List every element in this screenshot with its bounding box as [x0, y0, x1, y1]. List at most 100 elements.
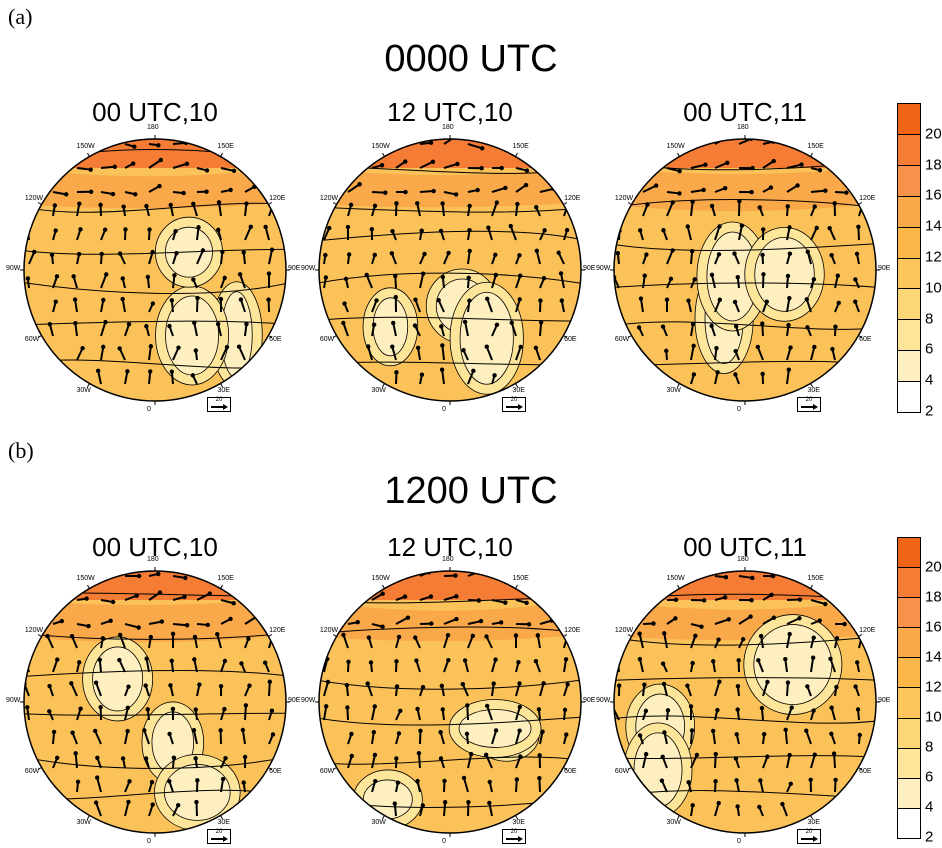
longitude-label: 60E	[269, 335, 282, 343]
longitude-label: 150W	[666, 574, 685, 582]
colorbar-tick-label: 8	[925, 310, 934, 328]
polar-map-svg	[20, 567, 290, 837]
longitude-label: 60W	[24, 335, 40, 343]
polar-map-svg	[610, 567, 880, 837]
polar-map-b2: 180 150E 120E 90E 60E 30E 0 30W 60W 90W 120W 150W	[301, 556, 595, 845]
longitude-label: 180	[147, 124, 159, 131]
longitude-label: 90W	[596, 697, 611, 704]
reference-vector-b3: 20	[797, 829, 821, 844]
longitude-label: 150E	[512, 574, 529, 582]
longitude-label: 120E	[564, 194, 581, 202]
longitude-label: 60E	[564, 767, 577, 775]
longitude-label: 150W	[76, 142, 95, 150]
reference-vector-b2: 20	[502, 829, 526, 844]
colorbar-swatch	[898, 568, 920, 599]
longitude-label: 30W	[371, 819, 386, 827]
colorbar-swatch	[898, 628, 920, 659]
colorbar-labels-b: 20 18 16 14 12 10 8 6 4 2	[925, 537, 942, 846]
longitude-label: 0	[442, 838, 446, 845]
polar-map-a3: 180 150E 120E 90E 60E 30E 0 30W 60W 90W 120W 150W	[596, 124, 890, 413]
panel-label-a: (a)	[8, 4, 33, 29]
map-title-a3: 00 UTC,11	[683, 97, 807, 127]
polar-map-b3: 180 150E 120E 90E 60E 30E 0 30W 60W 90W 120W 150W	[596, 556, 890, 845]
longitude-label: 30E	[807, 387, 820, 395]
longitude-label: 30W	[371, 387, 386, 395]
longitude-label: 90W	[301, 697, 316, 704]
colorbar-tick-label: 16	[925, 186, 942, 204]
longitude-label: 60W	[319, 767, 335, 775]
reference-vector-a3: 20	[797, 397, 821, 412]
longitude-label: 90E	[583, 265, 596, 272]
longitude-label: 150W	[76, 574, 95, 582]
longitude-label: 90E	[583, 697, 596, 704]
colorbar-swatch	[898, 320, 920, 352]
longitude-label: 120E	[564, 626, 581, 634]
longitude-label: 30E	[217, 819, 230, 827]
colorbar-swatch	[898, 134, 920, 166]
longitude-label: 60E	[859, 767, 872, 775]
reference-vector-a2: 20	[502, 397, 526, 412]
longitude-label: 0	[442, 406, 446, 413]
longitude-label: 60W	[614, 767, 630, 775]
panel-title-a: 0000 UTC	[384, 38, 558, 80]
longitude-label: 0	[737, 838, 741, 845]
colorbar-tick-label: 6	[925, 768, 934, 786]
longitude-label: 120E	[859, 626, 876, 634]
colorbar-swatch	[898, 382, 920, 413]
colorbar-swatch	[898, 598, 920, 629]
longitude-label: 60E	[269, 767, 282, 775]
colorbar-tick-label: 12	[925, 678, 942, 696]
colorbar-swatch	[898, 351, 920, 383]
longitude-label: 30E	[512, 387, 525, 395]
longitude-label: 150W	[371, 574, 390, 582]
colorbar-tick-label: 18	[925, 156, 942, 174]
longitude-label: 150E	[217, 142, 234, 150]
longitude-label: 30E	[217, 387, 230, 395]
reference-vector-b1: 20	[207, 829, 231, 844]
colorbar-swatch	[898, 778, 920, 809]
longitude-label: 0	[737, 406, 741, 413]
colorbar-a	[897, 103, 921, 413]
colorbar-swatch	[898, 227, 920, 259]
map-title-a2: 12 UTC,10	[387, 97, 513, 127]
colorbar-labels-a: 20 18 16 14 12 10 8 6 4 2	[925, 103, 942, 419]
polar-map-svg	[315, 567, 585, 837]
longitude-label: 150E	[807, 142, 824, 150]
colorbar-swatch	[898, 688, 920, 719]
longitude-label: 30E	[807, 819, 820, 827]
longitude-label: 60E	[859, 335, 872, 343]
polar-map-svg	[610, 135, 880, 405]
longitude-label: 30W	[76, 387, 91, 395]
longitude-label: 120W	[319, 626, 339, 634]
polar-map-b1: 180 150E 120E 90E 60E 30E 0 30W 60W 90W 120W 150W	[6, 556, 300, 845]
colorbar-tick-label: 4	[925, 371, 934, 389]
longitude-label: 180	[737, 556, 749, 563]
longitude-label: 30W	[76, 819, 91, 827]
map-title-b1: 00 UTC,10	[92, 532, 218, 562]
colorbar-tick-label: 2	[925, 402, 934, 420]
longitude-label: 120W	[319, 194, 339, 202]
longitude-label: 90W	[6, 265, 21, 272]
map-title-a1: 00 UTC,10	[92, 97, 218, 127]
longitude-label: 30W	[666, 387, 681, 395]
longitude-label: 90E	[878, 265, 891, 272]
longitude-label: 30E	[512, 819, 525, 827]
map-title-b2: 12 UTC,10	[387, 532, 513, 562]
longitude-label: 180	[442, 556, 454, 563]
polar-map-svg	[315, 135, 585, 405]
colorbar-tick-label: 2	[925, 828, 934, 846]
longitude-label: 180	[147, 556, 159, 563]
longitude-label: 120W	[614, 626, 634, 634]
colorbar-tick-label: 8	[925, 738, 934, 756]
longitude-label: 150W	[371, 142, 390, 150]
colorbar-swatch	[898, 808, 920, 838]
longitude-label: 120E	[269, 626, 286, 634]
longitude-label: 120W	[614, 194, 634, 202]
colorbar-swatch	[898, 196, 920, 228]
colorbar-swatch	[898, 104, 920, 135]
reference-vector-a1: 20	[207, 397, 231, 412]
longitude-label: 60E	[564, 335, 577, 343]
longitude-label: 0	[147, 838, 151, 845]
colorbar-tick-label: 20	[925, 125, 942, 143]
colorbar-tick-label: 20	[925, 558, 942, 576]
